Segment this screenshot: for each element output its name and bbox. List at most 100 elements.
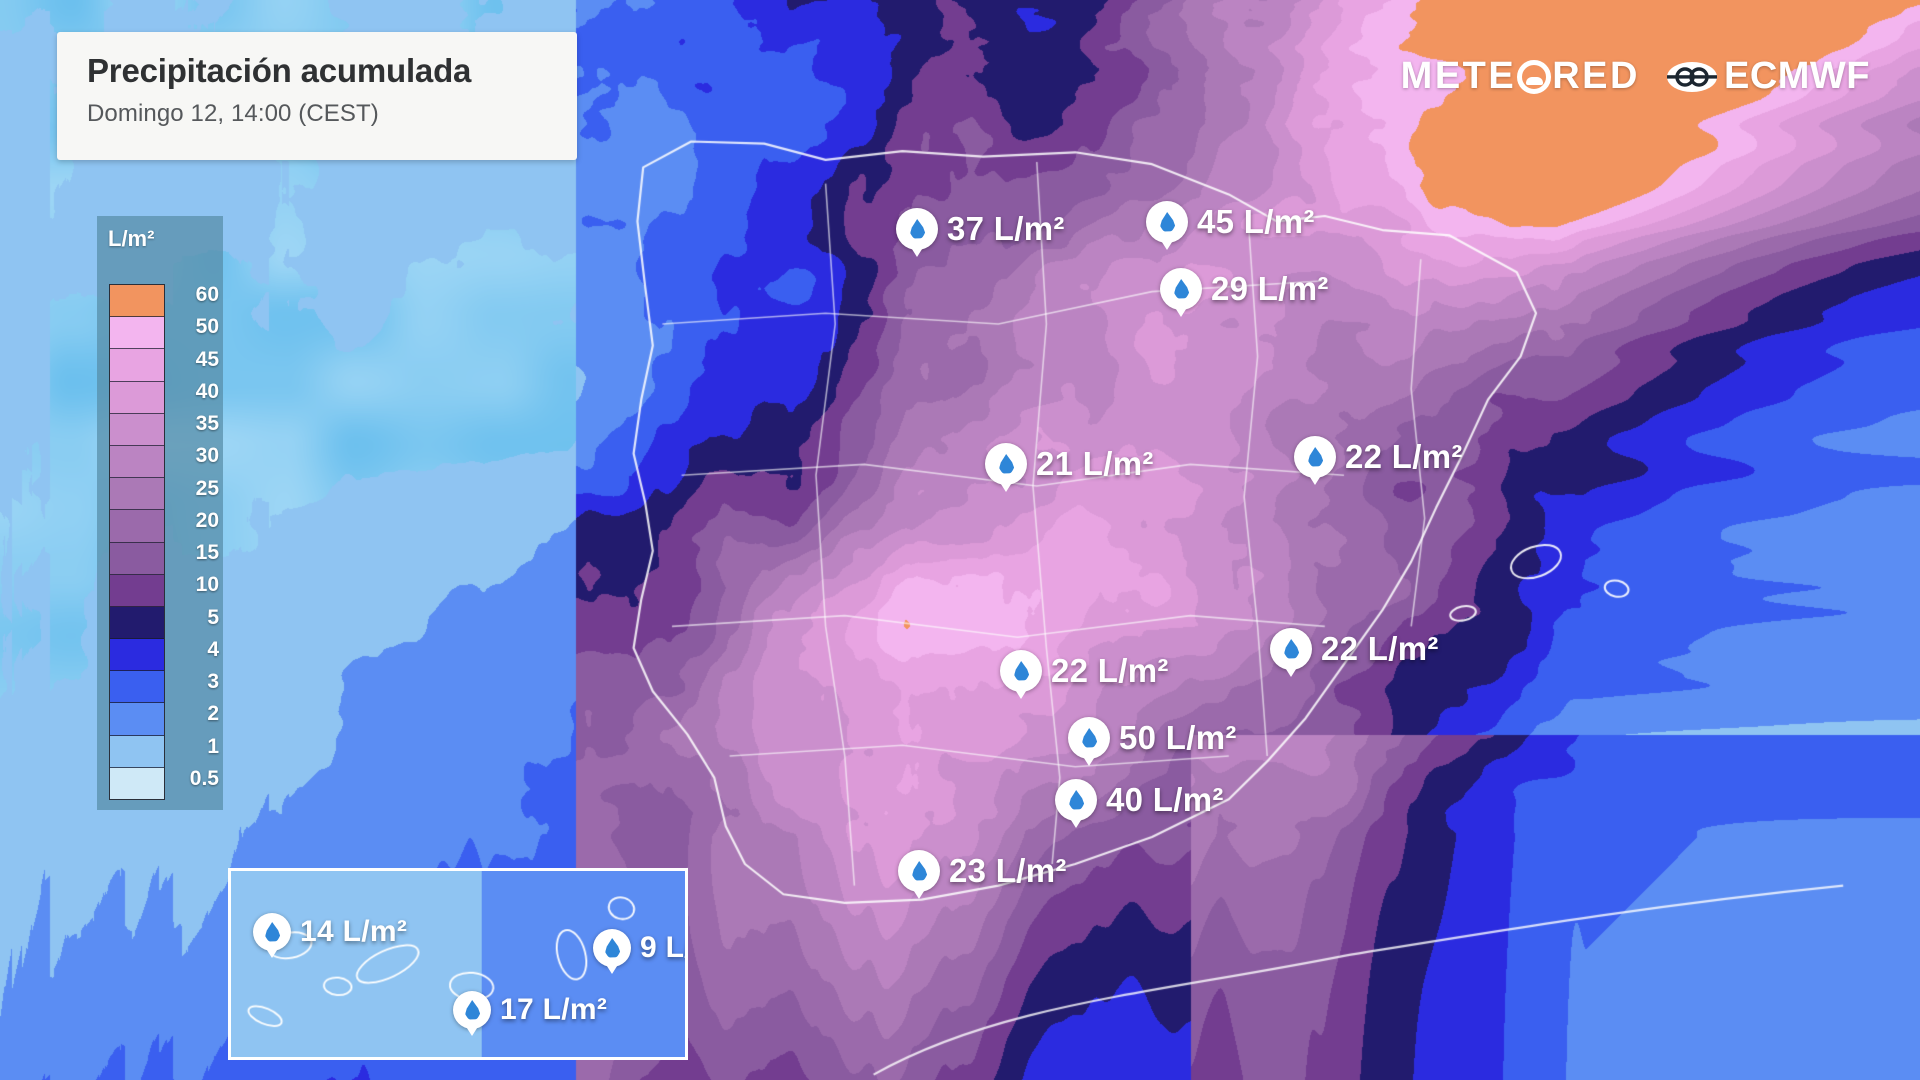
legend-swatch xyxy=(110,574,164,607)
raindrop-icon xyxy=(264,922,280,943)
marker-pin xyxy=(1146,201,1188,250)
raindrop-icon xyxy=(1173,279,1189,300)
marker-pin xyxy=(1068,717,1110,766)
legend-swatch xyxy=(110,671,164,704)
station-marker[interactable]: 22 L/m² xyxy=(1000,650,1169,699)
canary-islands-inset: 14 L/m² 9 L/m² 17 L/m² xyxy=(228,868,688,1060)
legend-swatch xyxy=(110,317,164,350)
legend-tick: 30 xyxy=(195,444,219,468)
legend-tick: 45 xyxy=(195,347,219,371)
legend-tick: 1 xyxy=(207,734,219,758)
legend-swatch xyxy=(110,381,164,414)
marker-value-label: 29 L/m² xyxy=(1211,270,1329,307)
ecmwf-logo[interactable]: ECMWF xyxy=(1666,55,1870,98)
legend-swatch xyxy=(110,285,164,318)
station-marker[interactable]: 21 L/m² xyxy=(985,443,1154,492)
legend-tick: 35 xyxy=(195,412,219,435)
legend-tick: 3 xyxy=(207,670,219,693)
marker-pin xyxy=(593,929,631,974)
raindrop-icon xyxy=(1307,447,1323,468)
marker-value-label: 40 L/m² xyxy=(1106,781,1224,818)
ecmwf-logo-text: ECMWF xyxy=(1723,55,1870,97)
cloud-icon xyxy=(1517,59,1552,94)
meteored-logo-text-post: RED xyxy=(1552,55,1640,97)
station-marker[interactable]: 23 L/m² xyxy=(898,850,1067,899)
legend-swatch xyxy=(110,349,164,382)
legend-swatch xyxy=(110,413,164,446)
meteored-logo-text-pre: METE xyxy=(1400,55,1517,97)
marker-pin xyxy=(1000,650,1042,699)
marker-value-label: 21 L/m² xyxy=(1036,445,1154,482)
marker-pin xyxy=(453,991,491,1036)
legend-swatch xyxy=(110,735,164,768)
legend-swatch xyxy=(110,445,164,479)
raindrop-icon xyxy=(1081,728,1097,749)
legend-tick: 15 xyxy=(195,541,219,564)
marker-value-label: 9 L/m² xyxy=(640,931,685,964)
brand-logos: METE RED ECMWF xyxy=(1401,55,1870,98)
station-marker[interactable]: 17 L/m² xyxy=(453,991,608,1036)
marker-pin xyxy=(1160,268,1202,317)
marker-pin xyxy=(896,208,938,257)
station-marker[interactable]: 37 L/m² xyxy=(896,208,1065,257)
raindrop-icon xyxy=(998,454,1014,475)
marker-pin xyxy=(1270,628,1312,677)
marker-value-label: 22 L/m² xyxy=(1321,630,1439,667)
station-marker[interactable]: 22 L/m² xyxy=(1294,436,1463,485)
raindrop-icon xyxy=(1159,212,1175,233)
marker-pin xyxy=(985,443,1027,492)
legend-tick: 4 xyxy=(207,637,219,661)
legend-swatch xyxy=(110,542,164,575)
raindrop-icon xyxy=(911,861,927,882)
legend-swatch xyxy=(110,767,164,799)
raindrop-icon xyxy=(1013,661,1029,682)
legend-swatch xyxy=(110,478,164,511)
marker-value-label: 50 L/m² xyxy=(1119,719,1237,756)
precipitation-legend: L/m² 60 50 45 40 35 30 25 20 15 10 5 4 3 2 1 0.5 xyxy=(97,216,223,810)
legend-tick: 25 xyxy=(195,476,219,500)
station-marker[interactable]: 50 L/m² xyxy=(1068,717,1237,766)
map-timestamp: Domingo 12, 14:00 (CEST) xyxy=(87,99,379,127)
marker-pin xyxy=(253,913,291,958)
marker-pin xyxy=(1055,779,1097,828)
legend-swatch xyxy=(110,510,164,543)
legend-tick: 10 xyxy=(195,573,219,597)
legend-tick: 5 xyxy=(207,605,219,629)
legend-unit-label: L/m² xyxy=(108,226,155,251)
marker-value-label: 22 L/m² xyxy=(1345,438,1463,475)
station-marker[interactable]: 14 L/m² xyxy=(253,913,408,958)
meteored-logo[interactable]: METE RED xyxy=(1401,55,1640,98)
legend-tick: 50 xyxy=(195,315,219,339)
legend-tick: 20 xyxy=(195,508,219,532)
map-title-card: Precipitación acumulada Domingo 12, 14:0… xyxy=(57,32,577,160)
legend-tick: 2 xyxy=(207,702,219,726)
marker-value-label: 23 L/m² xyxy=(949,852,1067,889)
marker-pin xyxy=(898,850,940,899)
marker-value-label: 17 L/m² xyxy=(500,993,608,1026)
legend-swatch xyxy=(110,606,164,640)
station-marker[interactable]: 40 L/m² xyxy=(1055,779,1224,828)
station-marker[interactable]: 22 L/m² xyxy=(1270,628,1439,677)
legend-tick: 40 xyxy=(195,379,219,403)
raindrop-icon xyxy=(1068,790,1084,811)
page-title: Precipitación acumulada xyxy=(87,52,472,89)
station-marker[interactable]: 29 L/m² xyxy=(1160,268,1329,317)
legend-tick: 0.5 xyxy=(189,766,219,790)
marker-value-label: 45 L/m² xyxy=(1197,203,1315,240)
marker-value-label: 22 L/m² xyxy=(1051,652,1169,689)
raindrop-icon xyxy=(604,938,620,959)
legend-swatch xyxy=(110,703,164,736)
legend-tick: 60 xyxy=(195,283,219,306)
raindrop-icon xyxy=(1283,639,1299,660)
marker-value-label: 14 L/m² xyxy=(300,915,408,948)
station-marker[interactable]: 9 L/m² xyxy=(593,929,685,974)
ecmwf-mark-icon xyxy=(1666,61,1717,92)
marker-value-label: 37 L/m² xyxy=(947,210,1065,247)
station-marker[interactable]: 45 L/m² xyxy=(1146,201,1315,250)
raindrop-icon xyxy=(909,219,925,240)
legend-tick-labels: 60 50 45 40 35 30 25 20 15 10 5 4 3 2 1 0.5 xyxy=(171,268,221,816)
legend-swatch xyxy=(110,639,164,672)
raindrop-icon xyxy=(464,1000,480,1021)
marker-pin xyxy=(1294,436,1336,485)
